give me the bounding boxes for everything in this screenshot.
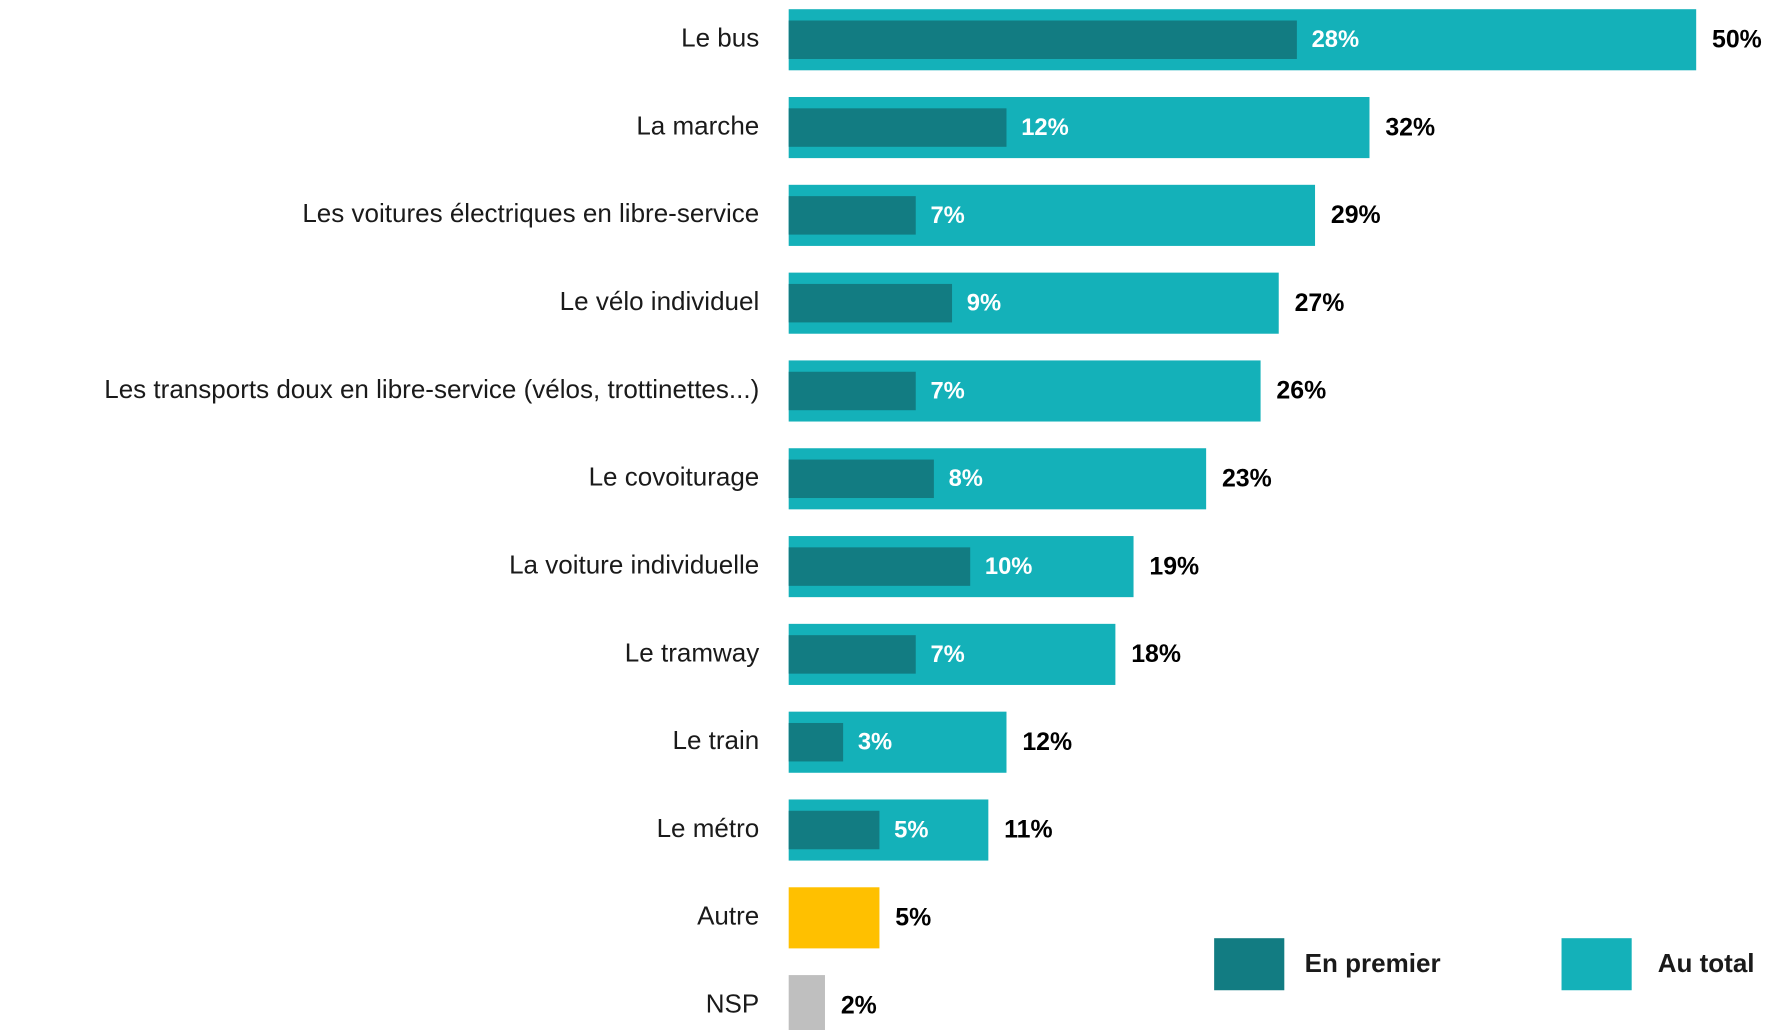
total-value-label: 27% — [1295, 289, 1345, 317]
first-bar — [788, 635, 916, 674]
total-value-label: 50% — [1712, 25, 1762, 53]
category-label: La voiture individuelle — [509, 549, 759, 579]
total-value-label: 5% — [895, 904, 931, 932]
first-value-label: 8% — [949, 465, 983, 492]
total-value-label: 2% — [841, 991, 877, 1019]
total-bar — [788, 887, 880, 949]
category-label: NSP — [706, 989, 759, 1019]
total-bar — [788, 975, 825, 1030]
first-bar — [788, 371, 916, 411]
category-label: Le tramway — [625, 637, 759, 667]
first-bar — [788, 196, 916, 235]
first-value-label: 5% — [894, 816, 928, 843]
first-bar — [788, 20, 1297, 59]
total-value-label: 29% — [1331, 201, 1381, 229]
total-value-label: 18% — [1131, 640, 1181, 668]
first-bar — [788, 722, 844, 762]
first-bar — [788, 459, 934, 499]
first-bar — [788, 810, 880, 850]
category-label: Le bus — [681, 23, 759, 53]
first-value-label: 12% — [1021, 114, 1069, 141]
first-value-label: 10% — [985, 553, 1033, 580]
first-value-label: 3% — [858, 729, 892, 756]
total-value-label: 19% — [1149, 552, 1199, 580]
first-value-label: 7% — [930, 377, 964, 404]
category-label: Les transports doux en libre-service (vé… — [104, 374, 759, 404]
category-label: Le métro — [657, 813, 760, 843]
first-value-label: 28% — [1312, 26, 1360, 53]
category-label: Le covoiturage — [589, 462, 760, 492]
first-bar — [788, 283, 953, 323]
total-value-label: 32% — [1385, 113, 1435, 141]
category-label: Les voitures électriques en libre-servic… — [302, 198, 759, 228]
first-value-label: 9% — [967, 290, 1001, 317]
category-label: Autre — [697, 901, 759, 931]
category-label: Le train — [672, 725, 759, 755]
legend-swatch — [1214, 938, 1285, 991]
first-bar — [788, 108, 1007, 147]
category-label: La marche — [636, 110, 759, 140]
first-value-label: 7% — [930, 641, 964, 668]
category-label: Le vélo individuel — [560, 286, 760, 316]
total-value-label: 12% — [1022, 728, 1072, 756]
first-bar — [788, 547, 971, 586]
legend-label: Au total — [1658, 948, 1755, 978]
legend-label: En premier — [1305, 948, 1441, 978]
first-value-label: 7% — [930, 202, 964, 229]
total-value-label: 26% — [1276, 377, 1326, 405]
total-value-label: 11% — [1004, 816, 1052, 844]
total-value-label: 23% — [1222, 465, 1272, 493]
legend-swatch — [1561, 938, 1632, 991]
